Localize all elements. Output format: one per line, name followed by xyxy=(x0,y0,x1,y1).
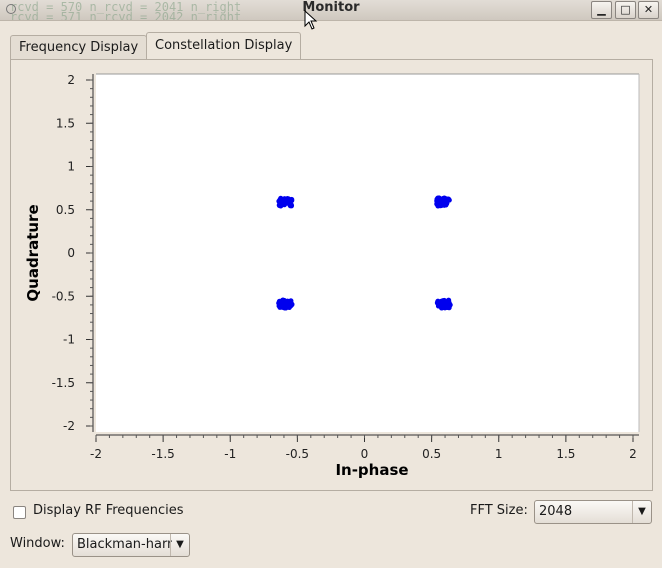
constellation-point xyxy=(437,301,443,307)
x-tick-label: 0 xyxy=(361,447,369,461)
data-points xyxy=(276,195,453,311)
constellation-point xyxy=(286,196,292,202)
y-tick-label: 1.5 xyxy=(56,116,75,130)
fft-size-value: 2048 xyxy=(539,504,573,519)
y-tick-label: 1 xyxy=(67,160,75,174)
y-tick-label: 0.5 xyxy=(56,203,75,217)
chevron-down-icon: ▼ xyxy=(632,501,651,523)
display-rf-checkbox[interactable] xyxy=(13,506,26,519)
constellation-point xyxy=(276,303,282,309)
fft-size-label: FFT Size: xyxy=(470,503,528,518)
x-tick-label: 1.5 xyxy=(556,447,575,461)
tab-constellation-display[interactable]: Constellation Display xyxy=(146,32,302,59)
x-tick-label: -1 xyxy=(224,447,236,461)
y-tick-label: -1 xyxy=(63,333,75,347)
constellation-point xyxy=(288,301,294,308)
constellation-point xyxy=(286,200,292,206)
constellation-point xyxy=(441,202,447,208)
x-tick-label: 0.5 xyxy=(422,447,441,461)
tab-frequency-display[interactable]: Frequency Display xyxy=(10,35,148,60)
constellation-point xyxy=(442,299,448,305)
chevron-down-icon: ▼ xyxy=(170,534,189,556)
constellation-point xyxy=(281,297,287,303)
constellation-point xyxy=(288,298,294,304)
constellation-point xyxy=(279,201,285,207)
constellation-point xyxy=(279,197,285,203)
title-bar: rcvd = 570 n_rcvd = 2041 n_right rcvd = … xyxy=(0,0,662,21)
x-axis-label: In-phase xyxy=(335,461,408,479)
mouse-cursor-icon xyxy=(304,10,318,30)
background-text-line: rcvd = 571 n_rcvd = 2042 n_right xyxy=(10,10,242,21)
x-tick-label: -2 xyxy=(90,447,102,461)
window-menu-icon[interactable] xyxy=(6,4,16,14)
y-tick-label: -1.5 xyxy=(52,376,75,390)
window-label: Window: xyxy=(10,536,65,551)
y-axis-label: Quadrature xyxy=(24,204,42,301)
x-tick-label: 1 xyxy=(495,447,503,461)
x-tick-label: -0.5 xyxy=(286,447,309,461)
plot-canvas xyxy=(96,74,639,432)
constellation-point xyxy=(440,198,446,204)
fft-size-select[interactable]: 2048 ▼ xyxy=(534,500,652,524)
constellation-point xyxy=(445,302,451,308)
maximize-button[interactable]: □ xyxy=(615,1,636,19)
x-tick-label: -1.5 xyxy=(151,447,174,461)
y-axis: 2 1.5 1 0.5 0 -0.5 -1 -1.5 -2 xyxy=(52,73,94,433)
y-tick-label: 2 xyxy=(67,73,75,87)
close-button[interactable]: ✕ xyxy=(638,1,659,19)
constellation-point xyxy=(434,200,440,206)
display-rf-label: Display RF Frequencies xyxy=(33,503,184,518)
x-axis: -2 -1.5 -1 -0.5 0 0.5 1 1.5 2 xyxy=(90,434,639,461)
background-text-line: rcvd = 570 n_rcvd = 2041 n_right xyxy=(10,0,242,14)
window-value: Blackman-harris xyxy=(77,537,172,552)
background-terminal-text: rcvd = 570 n_rcvd = 2041 n_right rcvd = … xyxy=(10,0,242,21)
y-tick-label: -0.5 xyxy=(52,289,75,303)
y-tick-label: -2 xyxy=(63,419,75,433)
x-tick-label: 2 xyxy=(629,447,637,461)
minimize-button[interactable]: ▁ xyxy=(591,1,612,19)
window-select[interactable]: Blackman-harris ▼ xyxy=(72,533,190,557)
window-title: Monitor xyxy=(302,0,360,15)
y-tick-label: 0 xyxy=(67,246,75,260)
